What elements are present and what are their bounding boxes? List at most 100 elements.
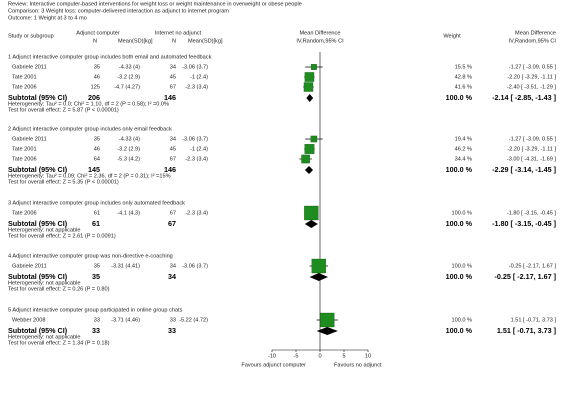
subtotal-n-adjunct: 35 <box>92 272 100 281</box>
effect-ci: -1.27 [ -3.09, 0.55 ] <box>509 64 557 70</box>
effect-ci: -1.80 [ -3.15, -0.45 ] <box>507 210 557 216</box>
subtotal-weight: 100.0 % <box>446 219 473 228</box>
comparison-line: Comparison: 3 Weight loss: computer-deli… <box>8 8 229 14</box>
mean-sd-internet: -2.3 (3.4) <box>185 84 208 90</box>
effect-ci: -3.00 [ -4.31, -1.69 ] <box>507 156 557 162</box>
x-label-left: Favours adjunct computer <box>241 362 306 368</box>
mean-sd-internet: -2.3 (3.4) <box>185 156 208 162</box>
n-internet: 67 <box>170 84 176 90</box>
subtotal-label: Subtotal (95% CI) <box>8 93 68 102</box>
x-tick-label: 10 <box>365 353 371 359</box>
subgroup-title: 4 Adjunct interactive computer group was… <box>8 253 173 259</box>
study-name: Gabriele 2011 <box>12 263 47 269</box>
column-header: Internet no adjunct <box>155 30 202 36</box>
n-adjunct: 46 <box>94 146 100 152</box>
heterogeneity: Heterogeneity: not applicable <box>8 227 80 233</box>
subtotal-ci: 1.51 [ -0.71, 3.73 ] <box>497 326 556 335</box>
subtotal-n-adjunct: 61 <box>92 219 100 228</box>
mean-sd-adjunct: -3.2 (2.9) <box>117 146 140 152</box>
n-internet: 34 <box>170 64 176 70</box>
subtotal-label: Subtotal (95% CI) <box>8 219 68 228</box>
subtotal-weight: 100.0 % <box>446 272 473 281</box>
subtotal-ci: -1.80 [ -3.15, -0.45 ] <box>492 219 556 228</box>
subgroup-title: 3 Adjunct interactive computer group inc… <box>8 200 185 206</box>
subtotal-label: Subtotal (95% CI) <box>8 326 68 335</box>
mean-sd-adjunct: -5.3 (4.2) <box>117 156 140 162</box>
n-adjunct: 64 <box>94 156 100 162</box>
effect-square <box>301 154 310 164</box>
mean-sd-internet: -1 (2.4) <box>190 74 208 80</box>
subtotal-diamond <box>309 273 329 281</box>
effect-square <box>304 72 315 82</box>
study-name: Gabriele 2011 <box>12 64 47 70</box>
subtotal-n-internet: 33 <box>168 326 176 335</box>
study-name: Tate 2006 <box>12 84 37 90</box>
outcome-line: Outcome: 1 Weight at 3 to 4 mo <box>8 15 87 21</box>
mean-sd-internet: -3.06 (3.7) <box>182 64 208 70</box>
effect-square <box>320 312 335 328</box>
effect-ci: -0.25 [ -2.17, 1.67 ] <box>509 263 557 269</box>
n-internet: 45 <box>170 74 176 80</box>
heterogeneity: Heterogeneity: not applicable <box>8 280 80 286</box>
mean-sd-internet: -3.06 (3.7) <box>182 136 208 142</box>
subtotal-ci: -2.29 [ -3.14, -1.45 ] <box>492 165 556 174</box>
x-tick-label: -10 <box>268 353 276 359</box>
column-header: Study or subgroup <box>8 33 54 39</box>
subtotal-label: Subtotal (95% CI) <box>8 272 68 281</box>
weight: 46.2 % <box>455 146 472 152</box>
study-name: Tate 2001 <box>12 74 37 80</box>
heterogeneity: Heterogeneity: not applicable <box>8 334 80 340</box>
column-header: N <box>172 38 176 44</box>
x-tick-label: -5 <box>294 353 299 359</box>
subtotal-n-adjunct: 145 <box>88 165 100 174</box>
subtotal-diamond <box>304 166 314 174</box>
review-line: Review: Interactive computer-based inter… <box>8 1 302 7</box>
effect-square <box>303 82 314 92</box>
subtotal-weight: 100.0 % <box>446 93 473 102</box>
subtotal-ci: -2.14 [ -2.85, -1.43 ] <box>492 93 556 102</box>
subtotal-label: Subtotal (95% CI) <box>8 165 68 174</box>
effect-ci: -2.40 [ -3.51, -1.29 ] <box>507 84 557 90</box>
heterogeneity: Heterogeneity: Tau² = 0.0; Chi² = 1.10, … <box>8 101 169 107</box>
subgroup-title: 2 Adjunct interactive computer group inc… <box>8 126 172 132</box>
heterogeneity: Heterogeneity: Tau² = 0.09; Chi² = 2.36,… <box>8 173 171 179</box>
column-header: IV,Random,95% CI <box>509 38 557 44</box>
mean-sd-adjunct: -3.31 (4.41) <box>111 263 140 269</box>
subtotal-n-adjunct: 206 <box>88 93 100 102</box>
study-name: Tate 2001 <box>12 146 37 152</box>
n-internet: 34 <box>170 263 176 269</box>
effect-square <box>304 205 319 221</box>
n-internet: 67 <box>170 210 176 216</box>
column-header: Adjunct computer <box>76 30 120 36</box>
column-header: N <box>93 38 97 44</box>
subgroup-title: 5 Adjunct interactive computer group par… <box>8 307 183 313</box>
effect-ci: 1.51 [ -0.71, 3.73 ] <box>511 317 557 323</box>
mean-sd-adjunct: -3.71 (4.46) <box>111 317 140 323</box>
n-adjunct: 125 <box>91 84 100 90</box>
effect-ci: -2.20 [ -3.29, -1.11 ] <box>507 146 556 152</box>
subtotal-diamond <box>306 94 314 102</box>
effect-square <box>304 144 315 154</box>
weight: 42.8 % <box>455 74 472 80</box>
mean-sd-adjunct: -4.1 (4.3) <box>117 210 140 216</box>
n-adjunct: 35 <box>94 136 100 142</box>
n-internet: 34 <box>170 136 176 142</box>
mean-sd-internet: -1 (2.4) <box>190 146 208 152</box>
subtotal-n-internet: 146 <box>164 165 176 174</box>
subtotal-n-adjunct: 33 <box>92 326 100 335</box>
column-header: Mean Difference <box>515 30 556 36</box>
column-header: Mean(SD)[kg] <box>118 38 153 44</box>
n-internet: 67 <box>170 156 176 162</box>
column-header: Mean(SD)[kg] <box>188 38 223 44</box>
weight: 15.5 % <box>455 64 472 70</box>
mean-sd-internet: -2.3 (3.4) <box>185 210 208 216</box>
overall-effect: Test for overall effect: Z = 1.34 (P = 0… <box>8 340 110 346</box>
subtotal-weight: 100.0 % <box>446 326 473 335</box>
weight: 41.6 % <box>455 84 472 90</box>
mean-sd-adjunct: -3.2 (2.9) <box>117 74 140 80</box>
column-header: Mean Difference <box>300 30 341 36</box>
subtotal-diamond <box>316 327 338 335</box>
weight: 34.4 % <box>455 156 472 162</box>
x-tick-label: 5 <box>342 353 345 359</box>
n-adjunct: 46 <box>94 74 100 80</box>
